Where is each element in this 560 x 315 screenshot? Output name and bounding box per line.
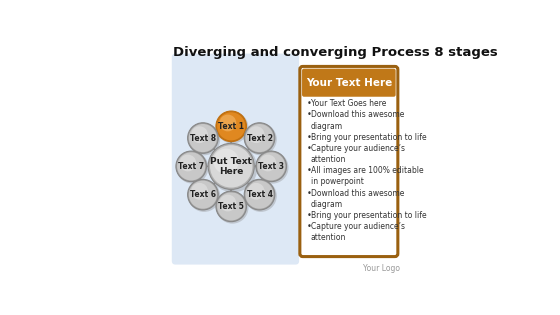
Text: Put Text
Here: Put Text Here bbox=[210, 157, 252, 176]
Circle shape bbox=[245, 123, 277, 155]
Circle shape bbox=[189, 124, 217, 152]
Text: Text 6: Text 6 bbox=[190, 190, 216, 199]
Text: •: • bbox=[307, 211, 312, 220]
Circle shape bbox=[220, 195, 236, 211]
Text: •: • bbox=[307, 222, 312, 231]
Circle shape bbox=[191, 126, 208, 143]
Circle shape bbox=[210, 145, 253, 187]
Text: Text 4: Text 4 bbox=[246, 190, 273, 199]
Text: Download this awesome: Download this awesome bbox=[311, 189, 404, 198]
Circle shape bbox=[191, 183, 208, 200]
Text: •: • bbox=[307, 133, 312, 142]
Text: Diverging and converging Process 8 stages: Diverging and converging Process 8 stage… bbox=[173, 46, 498, 59]
Text: Text 2: Text 2 bbox=[246, 134, 273, 143]
Text: Download this awesome: Download this awesome bbox=[311, 110, 404, 119]
Text: Text 7: Text 7 bbox=[178, 162, 204, 171]
Text: Bring your presentation to life: Bring your presentation to life bbox=[311, 211, 426, 220]
Text: Text 8: Text 8 bbox=[190, 134, 216, 143]
Circle shape bbox=[216, 112, 249, 144]
Text: •: • bbox=[307, 166, 312, 175]
Text: Your Text Here: Your Text Here bbox=[306, 78, 392, 88]
Circle shape bbox=[216, 192, 249, 224]
Circle shape bbox=[209, 144, 257, 192]
Circle shape bbox=[245, 124, 274, 152]
Text: Text 1: Text 1 bbox=[218, 122, 244, 131]
Text: diagram: diagram bbox=[311, 200, 343, 209]
Circle shape bbox=[176, 151, 207, 182]
Text: Capture your audience’s: Capture your audience’s bbox=[311, 222, 404, 231]
Text: Text 3: Text 3 bbox=[258, 162, 284, 171]
Circle shape bbox=[217, 192, 245, 220]
Circle shape bbox=[244, 123, 275, 153]
Circle shape bbox=[248, 126, 264, 143]
Text: in powerpoint: in powerpoint bbox=[311, 177, 363, 186]
Circle shape bbox=[248, 183, 264, 200]
Circle shape bbox=[188, 180, 220, 212]
Circle shape bbox=[259, 155, 276, 171]
Text: attention: attention bbox=[311, 155, 346, 164]
Circle shape bbox=[179, 155, 196, 171]
Circle shape bbox=[188, 123, 218, 153]
Text: attention: attention bbox=[311, 233, 346, 242]
Circle shape bbox=[188, 179, 218, 210]
Circle shape bbox=[216, 111, 246, 142]
Circle shape bbox=[189, 180, 217, 209]
Circle shape bbox=[213, 149, 239, 174]
Circle shape bbox=[208, 143, 254, 189]
Text: •: • bbox=[307, 110, 312, 119]
Circle shape bbox=[245, 180, 277, 212]
Text: •: • bbox=[307, 189, 312, 198]
Text: Your Text Goes here: Your Text Goes here bbox=[311, 99, 386, 108]
FancyBboxPatch shape bbox=[302, 69, 396, 97]
Text: Text 5: Text 5 bbox=[218, 202, 244, 211]
Text: All images are 100% editable: All images are 100% editable bbox=[311, 166, 423, 175]
Circle shape bbox=[256, 152, 288, 184]
Text: •: • bbox=[307, 144, 312, 153]
Circle shape bbox=[188, 123, 220, 155]
Circle shape bbox=[217, 112, 245, 140]
Text: Your Logo: Your Logo bbox=[363, 264, 400, 272]
Text: Bring your presentation to life: Bring your presentation to life bbox=[311, 133, 426, 142]
Circle shape bbox=[245, 180, 274, 209]
Circle shape bbox=[177, 152, 206, 180]
Text: diagram: diagram bbox=[311, 122, 343, 130]
Circle shape bbox=[216, 191, 246, 222]
Text: •: • bbox=[307, 99, 312, 108]
Circle shape bbox=[256, 151, 287, 182]
FancyBboxPatch shape bbox=[172, 54, 299, 265]
FancyBboxPatch shape bbox=[300, 66, 398, 257]
Text: Capture your audience’s: Capture your audience’s bbox=[311, 144, 404, 153]
Circle shape bbox=[257, 152, 285, 180]
Circle shape bbox=[220, 115, 236, 131]
Circle shape bbox=[244, 179, 275, 210]
Circle shape bbox=[176, 152, 208, 184]
